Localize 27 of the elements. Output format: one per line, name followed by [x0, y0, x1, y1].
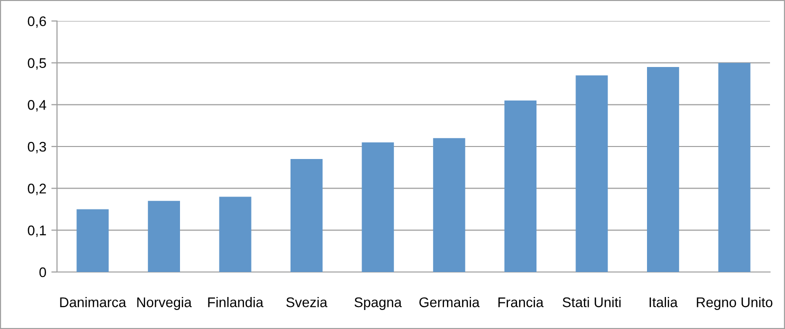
- x-tick-label: Danimarca: [60, 297, 126, 308]
- x-tick-label: Svezia: [286, 297, 328, 308]
- y-tick-label: 0,4: [28, 100, 46, 112]
- y-tick-label: 0,3: [28, 142, 46, 154]
- x-tick-label: Francia: [498, 297, 544, 308]
- y-tick-label: 0,2: [28, 184, 46, 196]
- bar: [290, 159, 323, 272]
- y-tick-label: 0,1: [28, 226, 46, 237]
- bar: [647, 67, 680, 272]
- x-tick-label: Spagna: [354, 297, 402, 310]
- x-tick-label: Regno Unito: [696, 297, 772, 310]
- y-tick-label: 0: [39, 267, 46, 278]
- bar: [148, 200, 180, 272]
- x-tick-label: Germania: [419, 297, 480, 308]
- bar: [576, 75, 608, 272]
- x-tick-label: Finlandia: [208, 297, 264, 308]
- y-tick-label: 0,5: [28, 58, 46, 70]
- x-tick-label: Stati Uniti: [562, 297, 621, 308]
- bar: [504, 100, 536, 272]
- bar: [433, 138, 466, 272]
- bar: [219, 196, 252, 272]
- y-tick-label: 0,6: [28, 16, 46, 28]
- bar: [76, 209, 109, 272]
- x-tick-label: Norvegia: [137, 297, 192, 310]
- bar: [718, 62, 750, 272]
- x-tick-label: Italia: [650, 297, 678, 308]
- bar: [362, 142, 394, 272]
